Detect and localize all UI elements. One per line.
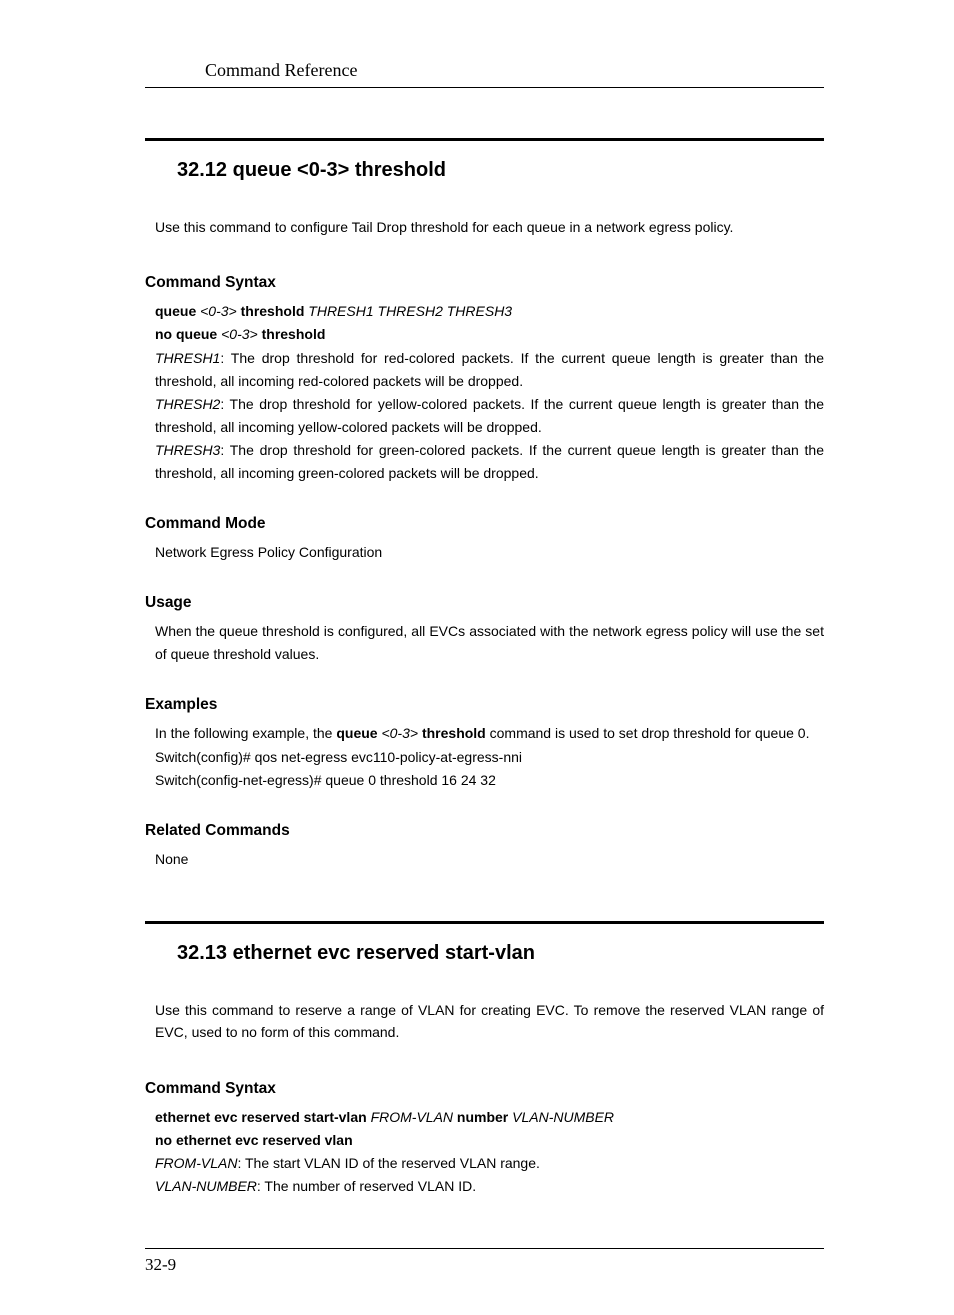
- running-header: Command Reference: [145, 60, 824, 87]
- related-block: None: [155, 848, 824, 871]
- param-desc: THRESH2: The drop threshold for yellow-c…: [155, 393, 824, 439]
- mode-block: Network Egress Policy Configuration: [155, 541, 824, 564]
- examples-block: In the following example, the queue <0-3…: [155, 722, 824, 791]
- syntax-line: no ethernet evc reserved vlan: [155, 1129, 824, 1152]
- arg: FROM-VLAN: [371, 1109, 457, 1125]
- kw: no: [241, 1024, 257, 1040]
- kw: ethernet evc reserved start-vlan: [155, 1109, 371, 1125]
- param-text: : The drop threshold for yellow-colored …: [155, 396, 824, 435]
- param-name: THRESH3: [155, 442, 220, 458]
- section-rule: [145, 138, 824, 141]
- syntax-heading: Command Syntax: [145, 274, 824, 292]
- param-desc: VLAN-NUMBER: The number of reserved VLAN…: [155, 1175, 824, 1198]
- section-title: 32.13 ethernet evc reserved start-vlan: [177, 942, 824, 965]
- related-heading: Related Commands: [145, 822, 824, 840]
- syntax-line: queue <0-3> threshold THRESH1 THRESH2 TH…: [155, 300, 824, 323]
- usage-heading: Usage: [145, 594, 824, 612]
- cli-line: Switch(config-net-egress)# queue 0 thres…: [155, 769, 824, 792]
- text: In the following example, the: [155, 725, 336, 741]
- kw: no ethernet evc reserved vlan: [155, 1132, 353, 1148]
- kw: queue: [336, 725, 381, 741]
- param-desc: THRESH1: The drop threshold for red-colo…: [155, 347, 824, 393]
- param-name: THRESH2: [155, 396, 220, 412]
- param-name: FROM-VLAN: [155, 1155, 237, 1171]
- param-text: : The drop threshold for red-colored pac…: [155, 350, 824, 389]
- arg: VLAN-NUMBER: [512, 1109, 614, 1125]
- kw: threshold: [422, 725, 486, 741]
- param-text: : The drop threshold for green-colored p…: [155, 442, 824, 481]
- syntax-block: queue <0-3> threshold THRESH1 THRESH2 TH…: [155, 300, 824, 485]
- page-container: Command Reference 32.12 queue <0-3> thre…: [0, 0, 954, 1315]
- syntax-heading: Command Syntax: [145, 1080, 824, 1098]
- arg: <0-3>: [200, 303, 240, 319]
- kw: queue: [155, 303, 200, 319]
- example-text: In the following example, the queue <0-3…: [155, 722, 824, 745]
- arg: <0-3>: [221, 326, 261, 342]
- param-desc: FROM-VLAN: The start VLAN ID of the rese…: [155, 1152, 824, 1175]
- kw: number: [457, 1109, 512, 1125]
- param-text: : The start VLAN ID of the reserved VLAN…: [237, 1155, 539, 1171]
- examples-heading: Examples: [145, 696, 824, 714]
- header-rule: [145, 87, 824, 88]
- footer-rule: [145, 1248, 824, 1249]
- cli-line: Switch(config)# qos net-egress evc110-po…: [155, 746, 824, 769]
- usage-block: When the queue threshold is configured, …: [155, 620, 824, 666]
- text: form of this command.: [257, 1024, 399, 1040]
- param-text: : The number of reserved VLAN ID.: [257, 1178, 476, 1194]
- kw: threshold: [262, 326, 326, 342]
- section-rule: [145, 921, 824, 924]
- page-number: 32-9: [145, 1255, 824, 1275]
- param-desc: THRESH3: The drop threshold for green-co…: [155, 439, 824, 485]
- syntax-line: no queue <0-3> threshold: [155, 323, 824, 346]
- param-name: THRESH1: [155, 350, 220, 366]
- kw: threshold: [241, 303, 309, 319]
- arg: <0-3>: [381, 725, 421, 741]
- param-name: VLAN-NUMBER: [155, 1178, 257, 1194]
- arg: THRESH1 THRESH2 THRESH3: [308, 303, 512, 319]
- text: command is used to set drop threshold fo…: [486, 725, 810, 741]
- section-title: 32.12 queue <0-3> threshold: [177, 159, 824, 182]
- section-intro: Use this command to configure Tail Drop …: [155, 216, 824, 238]
- syntax-line: ethernet evc reserved start-vlan FROM-VL…: [155, 1106, 824, 1129]
- syntax-block: ethernet evc reserved start-vlan FROM-VL…: [155, 1106, 824, 1198]
- kw: no queue: [155, 326, 221, 342]
- mode-heading: Command Mode: [145, 515, 824, 533]
- section-intro: Use this command to reserve a range of V…: [155, 999, 824, 1044]
